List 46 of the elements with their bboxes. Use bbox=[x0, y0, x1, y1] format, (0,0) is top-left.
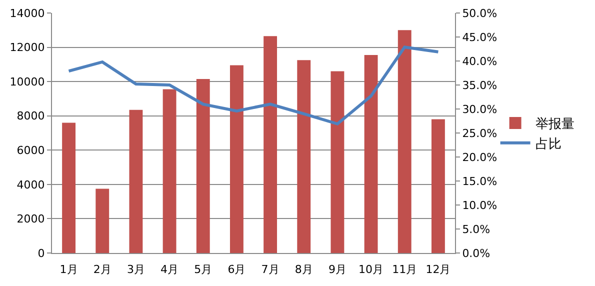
x-tick-label: 6月 bbox=[228, 263, 246, 276]
x-tick-label: 4月 bbox=[160, 263, 179, 276]
y-tick-label: 12000 bbox=[10, 41, 45, 54]
y2-tick-label: 20.0% bbox=[462, 150, 498, 164]
y-tick-label: 8000 bbox=[16, 110, 45, 123]
legend-label: 举报量 bbox=[535, 117, 574, 132]
y2-tick-label: 30.0% bbox=[462, 102, 498, 116]
y2-tick-label: 5.0% bbox=[462, 222, 490, 236]
x-tick-label: 1月 bbox=[60, 263, 78, 276]
bar bbox=[196, 79, 210, 253]
bar bbox=[96, 188, 110, 253]
bar bbox=[398, 30, 412, 253]
y2-tick-label: 45.0% bbox=[462, 30, 498, 44]
line-series bbox=[67, 46, 440, 126]
bar bbox=[330, 71, 344, 253]
y2-tick-label: 35.0% bbox=[462, 78, 498, 92]
bar bbox=[264, 36, 278, 253]
y-tick-label: 10000 bbox=[10, 75, 45, 88]
x-tick-label: 5月 bbox=[194, 263, 212, 276]
y2-tick-label: 25.0% bbox=[462, 126, 498, 140]
bar bbox=[162, 89, 176, 253]
y-tick-label: 0 bbox=[38, 246, 45, 260]
bar bbox=[129, 110, 143, 253]
x-tick-label: 3月 bbox=[126, 263, 145, 276]
x-tick-label: 7月 bbox=[261, 263, 280, 276]
x-tick-label: 10月 bbox=[358, 263, 384, 276]
y-tick-label: 14000 bbox=[10, 6, 45, 20]
bar bbox=[62, 122, 76, 253]
x-tick-label: 9月 bbox=[328, 263, 346, 276]
bar bbox=[364, 55, 378, 253]
y-tick-label: 2000 bbox=[16, 212, 45, 226]
x-tick-label: 2月 bbox=[93, 263, 112, 276]
x-tick-label: 12月 bbox=[426, 263, 451, 276]
bar bbox=[431, 119, 445, 253]
y2-tick-label: 40.0% bbox=[462, 54, 498, 68]
y2-tick-label: 15.0% bbox=[462, 174, 498, 188]
y2-tick-label: 0.0% bbox=[462, 246, 490, 260]
bar bbox=[230, 65, 244, 253]
x-tick-label: 8月 bbox=[294, 263, 313, 276]
legend-label: 占比 bbox=[535, 136, 562, 152]
y2-tick-label: 10.0% bbox=[462, 198, 498, 212]
y-tick-label: 4000 bbox=[16, 178, 45, 192]
y2-tick-label: 50.0% bbox=[462, 6, 498, 20]
y-tick-label: 6000 bbox=[16, 144, 45, 157]
x-tick-label: 11月 bbox=[392, 263, 418, 276]
bar bbox=[297, 60, 311, 253]
